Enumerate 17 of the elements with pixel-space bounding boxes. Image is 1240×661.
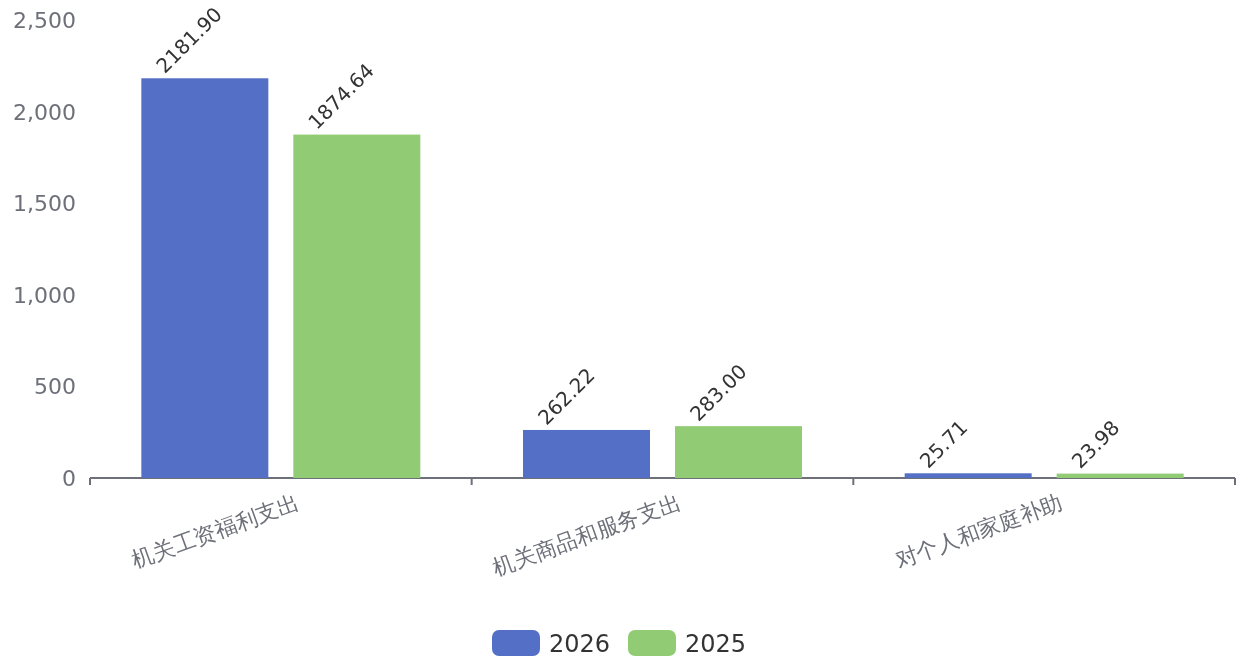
legend-label: 2025: [685, 630, 747, 658]
bar: [904, 473, 1032, 478]
bar: [523, 429, 650, 478]
y-tick-label: 2,500: [13, 8, 76, 33]
bar: [1056, 473, 1184, 478]
y-tick-label: 0: [62, 466, 76, 491]
y-tick-label: 2,000: [13, 99, 76, 125]
y-tick-label: 500: [34, 374, 76, 400]
bar: [293, 134, 421, 478]
bar: [675, 426, 802, 478]
x-tick-label: 机关商品和服务支出: [489, 489, 685, 581]
legend-label: 2026: [549, 630, 611, 658]
x-tick-label: 对个人和家庭补助: [891, 489, 1066, 573]
x-tick-label: 机关工资福利支出: [128, 489, 303, 573]
bar: [141, 78, 269, 478]
y-tick-label: 1,500: [13, 191, 76, 217]
y-tick-label: 1,000: [13, 282, 76, 308]
